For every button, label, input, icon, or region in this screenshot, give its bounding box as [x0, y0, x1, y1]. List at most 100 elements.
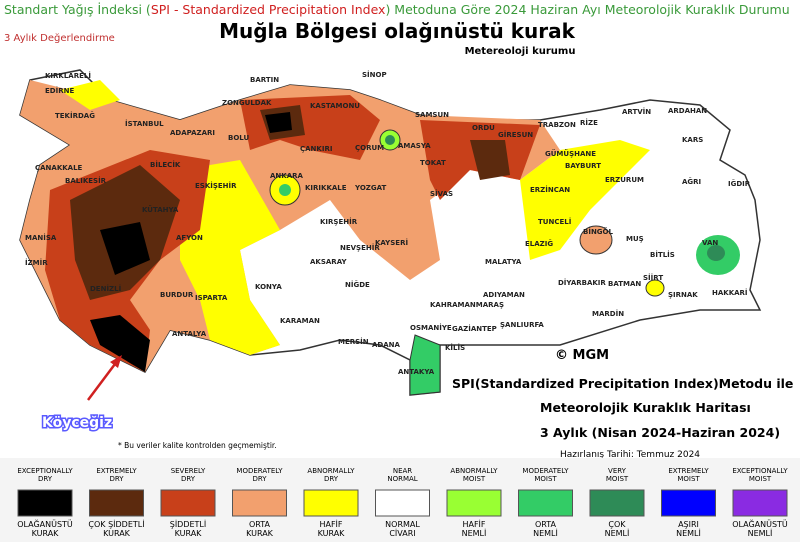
city-label: RİZE: [580, 118, 598, 127]
city-label: ŞIRNAK: [668, 291, 698, 299]
city-label: TEKİRDAĞ: [55, 111, 95, 120]
city-label: İZMİR: [25, 258, 48, 267]
city-label: ANTALYA: [172, 330, 207, 338]
legend-swatch: [89, 489, 144, 517]
city-label: KARS: [682, 136, 703, 144]
legend-swatch: [232, 489, 287, 517]
legend-bottom: ORTA: [535, 520, 557, 529]
copyright: © MGM: [555, 348, 609, 363]
legend-top: DRY: [38, 475, 53, 483]
city-label: MALATYA: [485, 258, 522, 266]
city-label: ŞANLIURFA: [500, 321, 544, 329]
city-label: ANKARA: [270, 172, 304, 180]
info-text: Meteorolojik Kuraklık Haritası: [540, 400, 751, 415]
city-label: BATMAN: [608, 280, 641, 288]
city-label: ZONGULDAK: [222, 99, 272, 107]
city-label: KARAMAN: [280, 317, 320, 325]
city-label: NEVŞEHİR: [340, 243, 380, 252]
city-label: BAYBURT: [565, 162, 601, 170]
city-label: HAKKARİ: [712, 288, 748, 297]
legend-bottom: NEMLİ: [462, 528, 487, 538]
legend-top: EXTREMELY: [96, 467, 137, 475]
legend-bottom: ŞİDDETLİ: [170, 519, 207, 529]
legend-bottom: ÇOK ŞİDDETLİ: [88, 519, 144, 529]
city-label: GÜMÜŞHANE: [545, 149, 596, 158]
city-label: KIRKLARELİ: [45, 71, 91, 80]
note: * Bu veriler kalite kontrolden geçmemişt…: [118, 441, 277, 450]
city-label: TUNCELİ: [538, 217, 571, 226]
city-label: ADAPAZARI: [170, 129, 215, 137]
city-label: ADANA: [372, 341, 401, 349]
city-label: ERZURUM: [605, 176, 644, 184]
city-label: GAZİANTEP: [452, 324, 497, 333]
legend-bottom: NEMLİ: [533, 528, 558, 538]
dry-spot: [579, 225, 613, 255]
legend-top: MOIST: [534, 475, 557, 483]
city-label: ARTVİN: [622, 107, 651, 116]
city-label: AĞRI: [682, 177, 701, 186]
city-label: AMASYA: [398, 142, 431, 150]
city-label: ISPARTA: [195, 294, 228, 302]
city-label: KÜTAHYA: [142, 205, 179, 214]
callout-label: Köyceğiz: [42, 415, 112, 431]
moderate-yellow: [60, 80, 650, 355]
source: Metereoloji kurumu: [465, 46, 576, 57]
city-label: KİLİS: [445, 343, 465, 352]
city-label: DENİZLİ: [90, 284, 121, 293]
city-label: TOKAT: [420, 159, 446, 167]
info-text: Hazırlanış Tarihi: Temmuz 2024: [560, 450, 700, 460]
exceptional-black: [90, 112, 292, 372]
legend-swatch: [518, 489, 573, 517]
legend-top: MOIST: [677, 475, 700, 483]
extreme-brown: [70, 105, 510, 300]
legend-bottom: NORMAL: [385, 520, 420, 529]
header-line: Standart Yağış İndeksi (SPI - Standardiz…: [4, 2, 790, 17]
legend-bottom: KURAK: [103, 529, 131, 538]
city-label: ADIYAMAN: [483, 291, 525, 299]
legend-bottom: KURAK: [175, 529, 203, 538]
city-label: BİTLİS: [650, 250, 675, 259]
city-label: KAYSERİ: [375, 238, 408, 247]
legend-top: DRY: [252, 475, 267, 483]
city-label: AFYON: [176, 234, 203, 242]
legend-top: MOIST: [463, 475, 486, 483]
legend-swatch: [446, 489, 502, 517]
info-text: SPI(Standardized Precipitation Index)Met…: [452, 376, 793, 391]
header-part: ) Metoduna Göre 2024 Haziran Ayı Meteoro…: [385, 2, 789, 17]
legend-bottom: KURAK: [246, 529, 274, 538]
legend-top: EXCEPTIONALLY: [17, 467, 73, 475]
city-label: İSTANBUL: [125, 119, 164, 128]
legend-top: MODERATELY: [236, 467, 283, 475]
city-label: ÇANKIRI: [300, 145, 332, 153]
legend-top: DRY: [109, 475, 124, 483]
city-label: YOZGAT: [354, 184, 386, 192]
legend-bottom: KURAK: [318, 529, 346, 538]
moist-spot: [707, 245, 725, 261]
subtitle: 3 Aylık Değerlendirme: [4, 32, 115, 44]
severe-red: [45, 95, 540, 372]
city-label: ORDU: [472, 124, 495, 132]
city-label: TRABZON: [538, 121, 576, 129]
city-label: BİLECİK: [150, 160, 181, 169]
legend-top: MOIST: [606, 475, 629, 483]
map: KIRKLARELİ EDİRNE TEKİRDAĞ İSTANBUL ÇANAKKAL…: [19, 69, 762, 396]
legend-swatch: [375, 489, 430, 517]
city-label: BİNGÖL: [583, 227, 613, 236]
legend-swatch: [589, 489, 645, 517]
legend-bottom: NEMLİ: [748, 528, 773, 538]
legend-top: DRY: [181, 475, 196, 483]
legend-bottom: ORTA: [249, 520, 271, 529]
title: Muğla Bölgesi olağınüstü kurak: [219, 19, 576, 43]
header-part: Standart Yağış İndeksi (: [4, 2, 151, 17]
legend-swatch: [17, 489, 73, 517]
header-part: SPI - Standardized Precipitation Index: [151, 2, 386, 17]
callout-arrowhead: [110, 355, 122, 368]
city-label: KONYA: [255, 283, 282, 291]
city-label: KIRIKKALE: [305, 184, 347, 192]
legend-swatch: [661, 489, 716, 517]
city-label: SİİRT: [643, 273, 663, 282]
city-label: ÇORUM: [355, 144, 384, 152]
callout-arrow: [87, 359, 119, 401]
city-label: BARTIN: [250, 76, 279, 84]
